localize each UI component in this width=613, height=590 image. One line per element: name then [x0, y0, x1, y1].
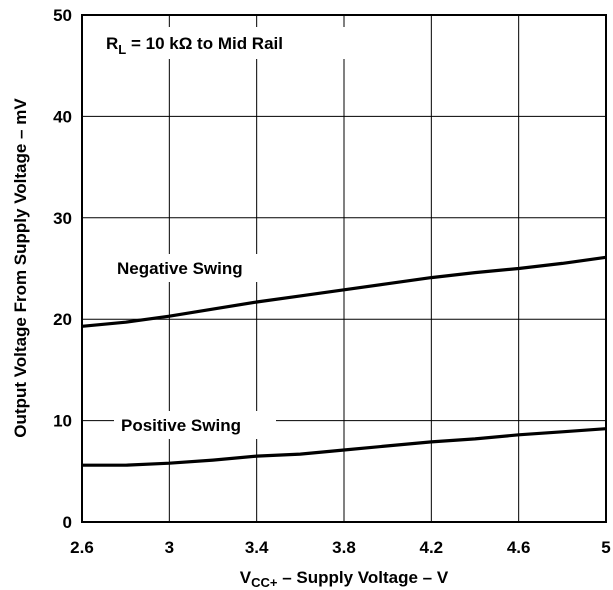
- y-tick-label: 40: [53, 107, 72, 126]
- condition-box: [92, 27, 348, 59]
- negative-swing-line: [81, 255, 607, 328]
- positive-swing-line: [82, 427, 607, 467]
- x-tick-label: 3.4: [245, 538, 269, 557]
- series-lines: [81, 255, 607, 467]
- plot-frame: [81, 14, 607, 523]
- x-tick-label: 4.2: [420, 538, 444, 557]
- x-tick-label: 5: [601, 538, 610, 557]
- positive-swing-label-bg: [114, 411, 276, 439]
- x-tick-label: 3.8: [332, 538, 356, 557]
- y-tick-label: 10: [53, 412, 72, 431]
- x-tick-label: 3: [165, 538, 174, 557]
- y-axis-title: Output Voltage From Supply Voltage – mV: [11, 98, 30, 438]
- y-tick-label: 0: [63, 513, 72, 532]
- y-tick-label: 20: [53, 310, 72, 329]
- x-tick-label: 2.6: [70, 538, 94, 557]
- positive-swing-label: Positive Swing: [121, 416, 241, 435]
- x-tick-labels: 2.6 3 3.4 3.8 4.2 4.6 5: [70, 538, 611, 557]
- y-tick-label: 30: [53, 209, 72, 228]
- y-tick-labels: 0 10 20 30 40 50: [53, 6, 72, 532]
- negative-swing-label: Negative Swing: [117, 259, 243, 278]
- y-tick-label: 50: [53, 6, 72, 25]
- negative-swing-label-bg: [110, 254, 276, 282]
- x-tick-label: 4.6: [507, 538, 531, 557]
- x-axis-title: VCC+ – Supply Voltage – V: [240, 568, 449, 590]
- condition-label: RL = 10 kΩ to Mid Rail: [106, 34, 283, 57]
